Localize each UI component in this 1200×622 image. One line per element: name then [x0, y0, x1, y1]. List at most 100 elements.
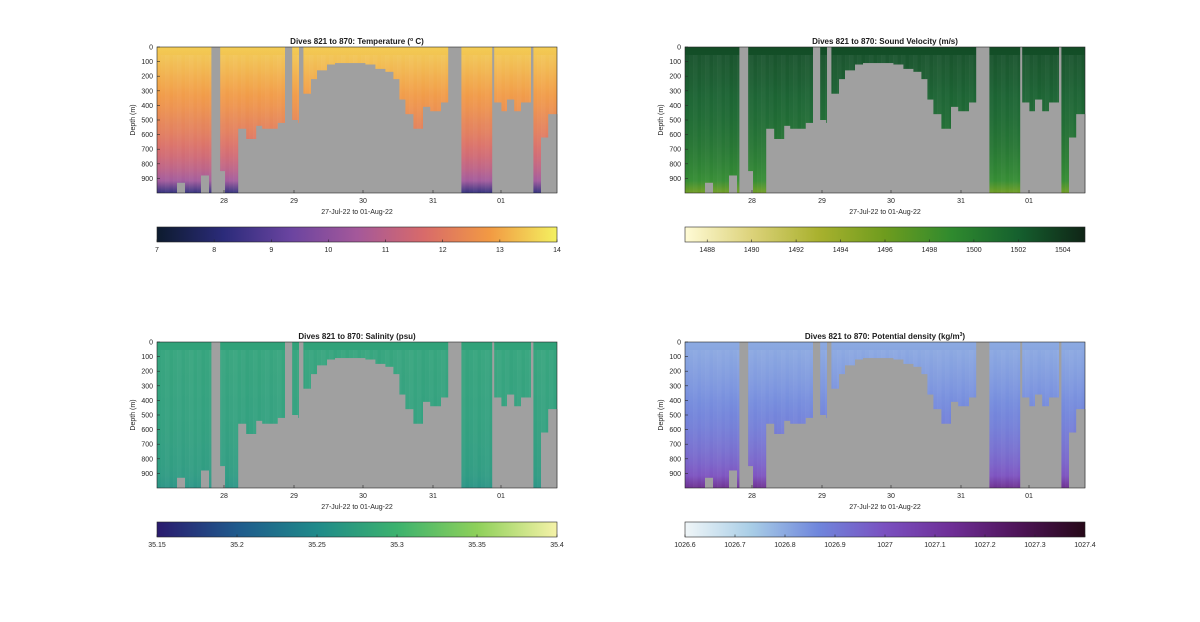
no-data-region: [541, 432, 549, 488]
no-data-region: [813, 47, 821, 193]
colorbar-tick-label: 35.35: [468, 542, 486, 549]
no-data-region: [1035, 394, 1043, 488]
y-tick-label: 0: [677, 45, 681, 52]
colorbar-tick-label: 35.3: [390, 542, 404, 549]
y-axis-label: Depth (m): [658, 104, 665, 135]
no-data-region: [831, 388, 840, 488]
no-data-region: [211, 342, 221, 488]
heatmap-column: [477, 350, 481, 488]
no-data-region: [299, 47, 304, 193]
no-data-region: [492, 47, 495, 193]
no-data-region: [493, 397, 502, 488]
no-data-region: [1020, 47, 1023, 193]
heatmap-column: [205, 350, 210, 488]
heatmap-column: [781, 55, 786, 193]
no-data-region: [863, 63, 894, 194]
y-tick-label: 200: [669, 369, 681, 376]
y-tick-label: 700: [669, 147, 681, 154]
no-data-region: [1020, 342, 1023, 488]
no-data-region: [201, 470, 209, 488]
heatmap-column: [157, 55, 161, 193]
x-tick-label: 29: [818, 198, 826, 205]
heatmap-column: [169, 55, 173, 193]
y-tick-label: 300: [141, 88, 153, 95]
heatmap-column: [761, 55, 766, 193]
heatmap-column: [789, 55, 794, 193]
y-tick-label: 200: [669, 74, 681, 81]
y-tick-label: 700: [141, 442, 153, 449]
heatmap-column: [801, 55, 806, 193]
chart-title: Dives 821 to 870: Salinity (psu): [298, 332, 416, 341]
y-tick-label: 100: [141, 354, 153, 361]
no-data-region: [789, 423, 807, 488]
no-data-region: [951, 401, 959, 488]
no-data-region: [365, 359, 376, 488]
heatmap-column: [757, 55, 762, 193]
heatmap-column: [181, 350, 185, 488]
heatmap-column: [205, 55, 210, 193]
no-data-region: [317, 365, 328, 488]
y-tick-label: 700: [141, 147, 153, 154]
no-data-region: [429, 111, 442, 193]
no-data-region: [941, 423, 952, 488]
heatmap-column: [545, 55, 550, 193]
heatmap-column: [477, 55, 481, 193]
colorbar-tick-label: 1490: [744, 247, 760, 254]
colorbar-tick-label: 35.15: [148, 542, 166, 549]
chart-title: Dives 821 to 870: Sound Velocity (m/s): [812, 37, 958, 46]
no-data-region: [285, 47, 293, 193]
heatmap-column: [1009, 350, 1014, 488]
heatmap-column: [541, 350, 546, 488]
heatmap-column: [233, 350, 238, 488]
no-data-region: [784, 420, 791, 488]
colorbar-tick-label: 1496: [877, 247, 893, 254]
colorbar-tick-label: 1504: [1055, 247, 1071, 254]
heatmap-column: [237, 350, 242, 488]
heatmap-column: [753, 55, 757, 193]
no-data-region: [507, 99, 515, 193]
heatmap-column: [265, 55, 270, 193]
y-tick-label: 500: [669, 118, 681, 125]
heatmap-column: [989, 55, 994, 193]
heatmap-column: [789, 350, 794, 488]
x-tick-label: 31: [957, 493, 965, 500]
x-tick-label: 28: [748, 493, 756, 500]
colorbar-tick-label: 7: [155, 247, 159, 254]
heatmap-column: [1065, 55, 1070, 193]
y-tick-label: 100: [669, 59, 681, 66]
heatmap-column: [749, 55, 754, 193]
heatmap-column: [725, 350, 730, 488]
x-tick-label: 30: [359, 493, 367, 500]
no-data-region: [448, 47, 462, 193]
heatmap-column: [769, 350, 774, 488]
no-data-region: [921, 374, 928, 488]
no-data-region: [1041, 111, 1050, 193]
y-tick-label: 300: [669, 88, 681, 95]
no-data-region: [855, 64, 864, 194]
heatmap-column: [461, 55, 466, 193]
heatmap-column: [693, 55, 698, 193]
heatmap-column: [469, 55, 474, 193]
colorbar: [685, 522, 1085, 537]
colorbar: [157, 522, 557, 537]
no-data-region: [548, 114, 558, 193]
no-data-region: [1049, 102, 1060, 193]
heatmap-column: [469, 350, 474, 488]
no-data-region: [303, 388, 312, 488]
y-axis-label: Depth (m): [130, 104, 137, 135]
heatmap-column: [1009, 55, 1014, 193]
heatmap-column: [273, 55, 278, 193]
heatmap-column: [197, 350, 202, 488]
y-axis-label: Depth (m): [658, 399, 665, 430]
x-tick-label: 29: [290, 493, 298, 500]
no-data-region: [1021, 102, 1030, 193]
heatmap-column: [537, 350, 542, 488]
chart-title: Dives 821 to 870: Temperature (o C): [290, 37, 424, 46]
x-tick-label: 29: [818, 493, 826, 500]
heatmap-column: [1013, 350, 1018, 488]
y-tick-label: 400: [141, 398, 153, 405]
heatmap-column: [221, 55, 226, 193]
colorbar-tick-label: 1027.2: [974, 542, 996, 549]
y-tick-label: 0: [149, 45, 153, 52]
no-data-region: [1059, 47, 1062, 193]
